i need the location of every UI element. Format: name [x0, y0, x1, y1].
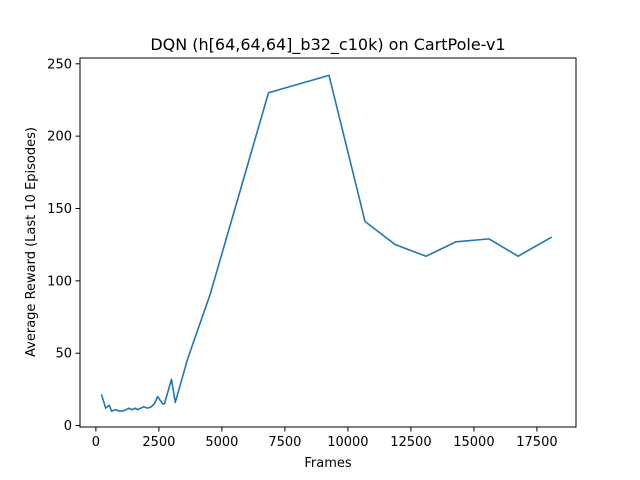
series-line-0 [100, 74, 553, 412]
y-tick-label: 150 [47, 202, 72, 217]
x-tick-label: 10000 [327, 435, 368, 450]
x-tick-label: 0 [92, 435, 100, 450]
y-tick-label: 50 [55, 347, 72, 362]
plot-frame [79, 57, 577, 428]
chart-title: DQN (h[64,64,64]_b32_c10k) on CartPole-v… [150, 35, 505, 55]
x-tick-label: 17500 [516, 435, 557, 450]
x-axis-ticks: 0 2500 5000 7500 10000 12500 15000 17500 [92, 427, 558, 450]
y-tick-label: 200 [47, 130, 72, 145]
y-tick-label: 0 [64, 419, 72, 434]
plot-series [100, 74, 553, 412]
x-tick-label: 15000 [453, 435, 494, 450]
x-tick-label: 12500 [390, 435, 431, 450]
x-tick-label: 7500 [268, 435, 301, 450]
y-axis-label: Average Reward (Last 10 Episodes) [24, 127, 39, 357]
x-tick-label: 2500 [142, 435, 175, 450]
y-axis-ticks: 0 50 100 150 200 250 [47, 57, 80, 434]
x-tick-label: 5000 [205, 435, 238, 450]
x-axis-label: Frames [304, 456, 352, 471]
y-tick-label: 250 [47, 57, 72, 72]
y-tick-label: 100 [47, 274, 72, 289]
